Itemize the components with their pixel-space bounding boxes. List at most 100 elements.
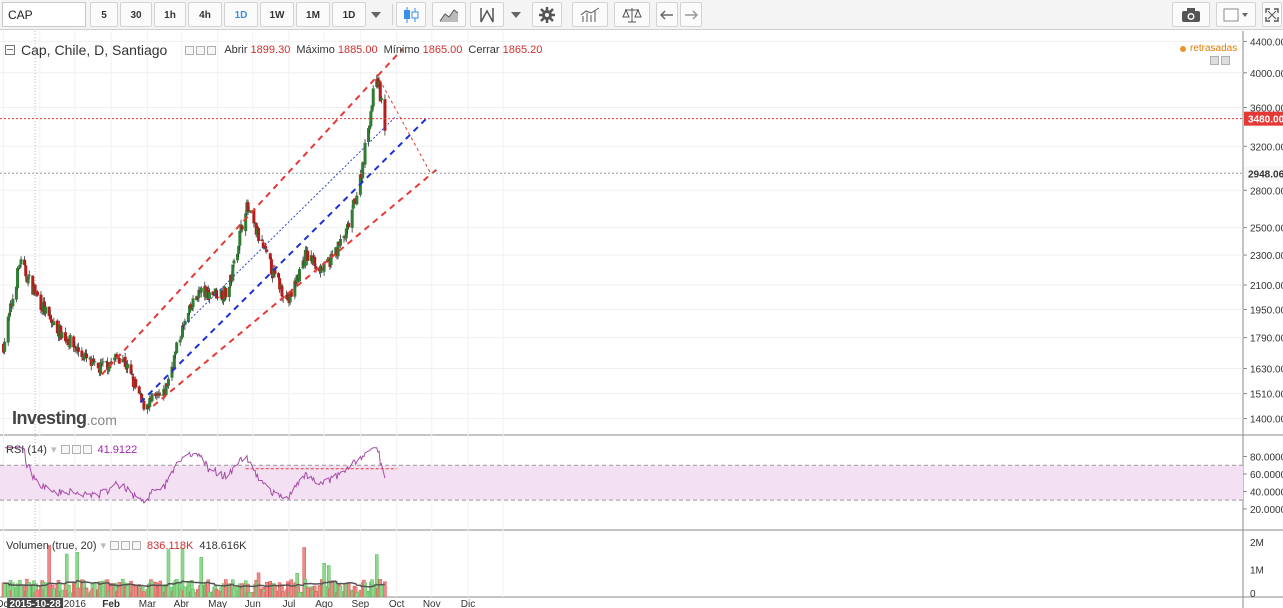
trend-channel-drawings	[0, 48, 1243, 407]
chevron-down-icon[interactable]: ▾	[100, 540, 107, 552]
volume-bar	[150, 580, 154, 597]
redo-icon[interactable]	[680, 2, 702, 27]
fullscreen-icon[interactable]	[1262, 2, 1282, 27]
eye-icon[interactable]	[196, 45, 206, 55]
interval-1m[interactable]: 1M	[296, 2, 330, 27]
interval-1h[interactable]: 1h	[154, 2, 186, 27]
volume-tick-label: 1M	[1250, 566, 1264, 577]
interval-30[interactable]: 30	[120, 2, 152, 27]
candle-body	[82, 355, 86, 360]
close-icon[interactable]	[132, 541, 142, 550]
candle-body	[172, 355, 176, 370]
close-label: Cerrar	[468, 44, 500, 56]
camera-icon[interactable]	[1172, 2, 1210, 27]
gear-icon[interactable]	[532, 2, 562, 27]
candle-body	[271, 275, 275, 278]
candle-body	[186, 312, 190, 323]
volume-bar	[346, 583, 351, 597]
chevron-down-icon[interactable]	[506, 2, 526, 27]
x-tick-label: Dic	[461, 599, 475, 608]
info-icon[interactable]	[1221, 56, 1230, 65]
symbol-input[interactable]	[2, 2, 86, 27]
chevron-down-icon[interactable]	[366, 2, 386, 27]
draw-tools-icon[interactable]	[470, 2, 504, 27]
close-icon[interactable]	[207, 45, 217, 55]
investing-logo: Investing .com	[12, 408, 117, 429]
collapse-icon[interactable]	[5, 45, 15, 55]
interval-1d[interactable]: 1D	[224, 2, 258, 27]
color-theme-icon[interactable]	[1216, 2, 1256, 27]
candle-body	[265, 249, 269, 252]
candles-icon[interactable]	[396, 2, 426, 27]
volume-bar	[224, 579, 228, 597]
candle-body	[175, 342, 179, 353]
candle-body	[35, 291, 39, 296]
y-tick-label: 2500.00	[1250, 224, 1283, 235]
volume-bar	[297, 592, 302, 597]
candle-body	[205, 286, 209, 291]
x-tick-label: Feb	[102, 599, 120, 608]
candle-body	[322, 262, 326, 272]
candle-body	[342, 235, 346, 238]
candle-body	[257, 228, 261, 241]
volume-bar	[246, 583, 250, 597]
undo-icon[interactable]	[656, 2, 678, 27]
interval-5[interactable]: 5	[90, 2, 118, 27]
settings-icon[interactable]	[60, 445, 70, 454]
candle-body	[113, 357, 117, 361]
candle-body	[183, 320, 187, 326]
candle-body	[49, 319, 53, 323]
y-tick-label: 1950.00	[1250, 305, 1283, 316]
compare-icon[interactable]	[614, 2, 650, 27]
settings-icon[interactable]	[110, 541, 120, 550]
info-icon[interactable]	[1210, 56, 1219, 65]
chart-toolbar: 5 30 1h 4h 1D 1W 1M 1D	[0, 0, 1283, 30]
volume-bar	[248, 592, 253, 597]
eye-icon[interactable]	[121, 541, 131, 550]
interval-4h[interactable]: 4h	[188, 2, 222, 27]
volume-bar	[60, 589, 64, 597]
chart-area[interactable]: 1400.00 1510.00 1630.00 1790.00 1950.00 2100.…	[0, 31, 1283, 608]
eye-icon[interactable]	[71, 445, 81, 454]
candle-body	[240, 225, 244, 230]
candle-body	[137, 386, 141, 394]
candle-body	[66, 338, 70, 346]
chevron-down-icon[interactable]: ▾	[50, 444, 57, 456]
candle-body	[148, 398, 152, 407]
price-axis: 1400.00 1510.00 1630.00 1790.00 1950.00 2100.…	[0, 37, 1283, 608]
close-icon[interactable]	[82, 445, 92, 454]
chart-canvas[interactable]: 1400.00 1510.00 1630.00 1790.00 1950.00 2100.…	[0, 31, 1283, 608]
x-tick-label: Jun	[245, 599, 261, 608]
candle-body	[3, 341, 7, 352]
volume-ma-line	[3, 579, 385, 588]
candle-body	[181, 325, 185, 338]
candle-body	[306, 250, 310, 261]
settings-icon[interactable]	[185, 45, 195, 55]
y-tick-label: 4000.00	[1250, 69, 1283, 80]
rsi-tick-label: 20.0000	[1250, 505, 1283, 516]
candle-body	[370, 105, 374, 112]
interval-dropdown[interactable]: 1D	[332, 2, 366, 27]
candle-body	[33, 284, 37, 294]
volume-tick-label: 2M	[1250, 538, 1264, 549]
volume-bar	[265, 581, 269, 597]
y-tick-label: 1510.00	[1250, 390, 1283, 401]
volume-bar	[125, 583, 130, 597]
x-tick-label: Sep	[351, 599, 369, 608]
channel-middle-line	[139, 116, 429, 404]
volume-bar	[199, 557, 203, 597]
rsi-value: 41.9122	[97, 443, 138, 456]
candle-body	[123, 356, 127, 367]
candle-body	[68, 335, 72, 348]
indicators-icon[interactable]	[572, 2, 608, 27]
y-tick-label: 3600.00	[1250, 103, 1283, 114]
y-tick-label: 2800.00	[1250, 186, 1283, 197]
candle-body	[207, 292, 211, 299]
volume-bar	[190, 580, 194, 597]
candle-body	[99, 362, 103, 375]
interval-1w[interactable]: 1W	[260, 2, 294, 27]
area-chart-icon[interactable]	[432, 2, 466, 27]
main-pane	[0, 31, 1243, 433]
candle-body	[64, 332, 68, 342]
candle-body	[6, 316, 10, 343]
